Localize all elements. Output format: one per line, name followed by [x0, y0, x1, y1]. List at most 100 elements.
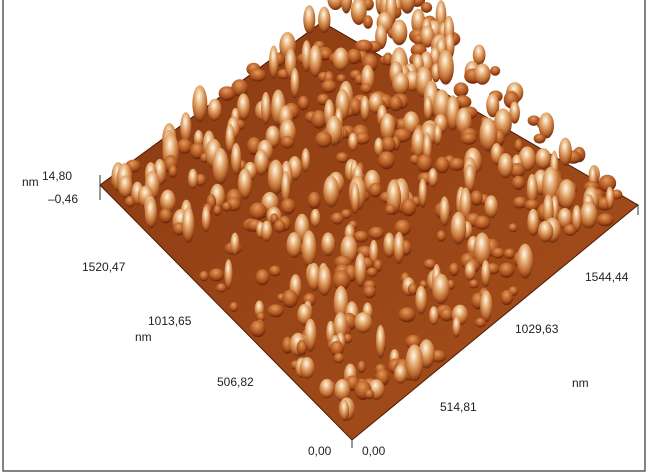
x-tick-label: 1029,63: [515, 322, 559, 336]
grain: [517, 244, 533, 279]
grain: [563, 224, 576, 236]
grain: [434, 125, 442, 145]
grain: [333, 48, 349, 72]
grain: [438, 50, 454, 85]
grain: [490, 66, 500, 76]
grain: [415, 286, 427, 315]
grain: [321, 232, 335, 256]
grain: [298, 96, 309, 110]
grain: [491, 248, 505, 259]
grain: [216, 283, 226, 292]
grain: [282, 290, 298, 308]
grain: [360, 96, 369, 122]
grain: [249, 202, 266, 219]
x-unit: nm: [572, 376, 589, 390]
grain: [381, 136, 396, 152]
grain: [580, 201, 597, 228]
grain: [222, 202, 232, 211]
grain: [274, 220, 286, 233]
grain: [219, 86, 236, 100]
grain: [255, 269, 269, 285]
grain: [508, 223, 517, 232]
grain: [310, 209, 320, 228]
grain: [125, 196, 135, 207]
grain: [369, 183, 382, 198]
y-tick-label: 1520,47: [82, 260, 126, 274]
y-tick-label: 1013,65: [148, 314, 192, 328]
grain: [454, 82, 469, 97]
grain: [202, 206, 211, 232]
grain: [318, 7, 330, 33]
grain: [363, 15, 373, 28]
grain: [524, 199, 538, 210]
grain: [208, 99, 222, 121]
grain: [250, 69, 267, 82]
grain: [290, 68, 299, 98]
grain: [309, 45, 322, 77]
grain: [353, 231, 368, 243]
grain: [534, 134, 546, 144]
grain: [300, 357, 315, 379]
grain: [318, 265, 332, 296]
grain: [421, 2, 432, 13]
grain: [302, 230, 316, 267]
grain: [535, 148, 550, 169]
grain: [188, 169, 198, 189]
grain: [406, 344, 424, 381]
grain: [432, 274, 449, 305]
grain: [331, 212, 344, 224]
grain: [360, 83, 372, 93]
grain: [392, 72, 409, 95]
grain: [424, 96, 433, 121]
grain: [480, 290, 492, 322]
grain: [354, 312, 372, 333]
grain: [213, 205, 221, 216]
grain: [376, 325, 385, 358]
grain: [499, 263, 515, 278]
grain: [209, 268, 224, 281]
y-tick-label: 0,00: [308, 444, 332, 458]
grain: [429, 306, 438, 325]
grain: [437, 230, 446, 241]
grain: [192, 85, 207, 122]
grain: [394, 364, 407, 383]
grain: [408, 283, 418, 295]
grain: [177, 139, 192, 154]
grain: [336, 152, 349, 163]
grain: [449, 158, 465, 171]
grain: [419, 178, 427, 207]
grain: [378, 151, 395, 169]
grain: [169, 165, 178, 178]
grain: [391, 19, 407, 45]
grain: [348, 133, 358, 151]
grain: [224, 259, 232, 289]
grain: [465, 262, 476, 280]
grain: [383, 233, 395, 258]
grain: [412, 128, 426, 158]
grain: [308, 192, 321, 209]
grain: [461, 133, 477, 145]
grain: [281, 198, 296, 214]
y-unit: nm: [135, 330, 152, 344]
grain: [269, 45, 279, 79]
grain: [527, 209, 539, 236]
grain: [417, 154, 433, 172]
grain: [213, 148, 229, 185]
grain: [469, 280, 479, 289]
afm-figure: nm 14,80 –0,46 1520,47 1013,65 nm 506,82…: [0, 0, 649, 475]
grain: [364, 389, 374, 399]
grain: [389, 96, 402, 112]
grain: [351, 182, 360, 214]
grain: [334, 353, 344, 364]
grain: [323, 176, 339, 208]
grain: [452, 317, 460, 338]
grain: [250, 321, 266, 338]
grain: [261, 221, 272, 242]
grain: [229, 302, 238, 312]
z-unit: nm: [22, 175, 39, 189]
grain: [297, 340, 307, 356]
grain: [485, 195, 498, 218]
grain: [118, 175, 132, 198]
grain: [301, 148, 310, 172]
grain: [199, 271, 209, 281]
